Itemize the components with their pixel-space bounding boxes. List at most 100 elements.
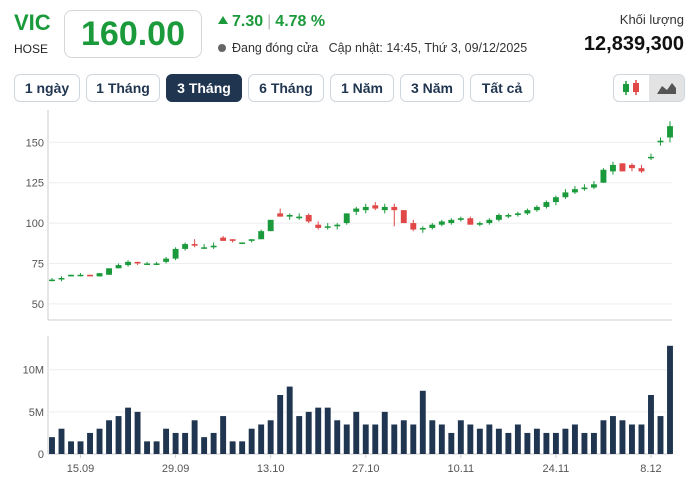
market-status: Đang đóng cửa Cập nhật: 14:45, Thứ 3, 09… [218, 41, 527, 55]
volume-bar [495, 428, 502, 454]
candle-body [514, 213, 521, 215]
status-dot-icon [218, 44, 226, 52]
volume-bar [600, 420, 607, 454]
volume-tick-label: 10M [23, 365, 44, 377]
volume-bar [324, 407, 331, 454]
x-axis-tick-label: 13.10 [257, 463, 285, 475]
price-tick-label: 50 [32, 299, 44, 311]
volume-value: 12,839,300 [583, 33, 684, 55]
candle-body [571, 189, 578, 193]
tab-1-day[interactable]: 1 ngày [14, 74, 80, 102]
candle-body [353, 208, 360, 212]
volume-bar [505, 432, 512, 454]
x-axis-tick-label: 27.10 [352, 463, 380, 475]
volume-bar [334, 420, 341, 454]
candle-body [391, 206, 398, 211]
volume-bar [277, 395, 284, 454]
volume-tick-label: 5M [29, 407, 44, 419]
tab-3-year[interactable]: 3 Năm [400, 74, 464, 102]
chart-type-toggle [613, 74, 685, 102]
volume-bar [267, 420, 274, 454]
x-axis-tick-label: 10.11 [447, 463, 474, 475]
candle-body [505, 215, 512, 217]
volume-bar [315, 407, 322, 454]
separator: | [267, 13, 272, 30]
volume-bar [258, 424, 265, 454]
change-percent: 4.78 % [275, 13, 326, 30]
candle-body [191, 244, 198, 246]
up-arrow-icon [218, 16, 228, 24]
volume-bar [191, 420, 198, 454]
area-chart-button[interactable] [649, 75, 684, 101]
volume-bar [533, 428, 540, 454]
volume-bar [457, 420, 464, 454]
candle-body [476, 223, 483, 225]
candle-body [467, 218, 474, 225]
tab-6-month[interactable]: 6 Tháng [248, 74, 324, 102]
x-axis-tick-label: 8.12 [640, 463, 661, 475]
candle-body [486, 219, 493, 224]
volume-bar [201, 437, 208, 454]
price-change: 7.30 | 4.78 % [218, 13, 325, 31]
candle-body [334, 224, 341, 227]
candlestick-button[interactable] [614, 75, 649, 101]
candle-body [610, 164, 616, 172]
volume-bar [419, 390, 426, 454]
x-axis-tick-label: 29.09 [162, 463, 190, 475]
tab-1-year[interactable]: 1 Năm [330, 74, 394, 102]
volume-bar [305, 411, 312, 454]
volume-bar [182, 432, 189, 454]
volume-bar [448, 432, 455, 454]
volume-bar [372, 424, 379, 454]
candle-body [115, 265, 122, 269]
candle-body [524, 210, 531, 214]
candle-body [258, 231, 265, 240]
candle-body [457, 218, 464, 220]
volume-bar [353, 411, 360, 454]
volume-bar [134, 411, 141, 454]
price-tick-label: 100 [26, 218, 44, 230]
candle-body [267, 219, 274, 232]
candle-body [58, 278, 65, 280]
candle-body [210, 245, 217, 248]
candle-body [49, 279, 55, 282]
volume-bar [590, 432, 597, 454]
volume-bar [210, 432, 217, 454]
x-axis-tick-label: 24.11 [543, 463, 570, 475]
candle-body [68, 274, 74, 277]
candle-body [648, 156, 654, 159]
volume-bar [410, 424, 417, 454]
price-tick-label: 75 [32, 258, 44, 270]
price-tick-label: 125 [26, 178, 44, 190]
tab-all[interactable]: Tất cả [470, 74, 534, 102]
candle-body [324, 226, 331, 228]
tab-1-month[interactable]: 1 Tháng [86, 74, 160, 102]
volume-bar [163, 428, 170, 454]
candle-body [106, 268, 112, 275]
volume-bar [125, 407, 132, 454]
candle-body [182, 244, 189, 249]
volume-bar [657, 416, 664, 454]
status-text: Đang đóng cửa [232, 41, 319, 55]
volume-bar [77, 441, 84, 454]
candle-body [125, 261, 132, 266]
candle-body [96, 273, 103, 277]
price-volume-chart: 150 125 100 75 50 10M 5M 0 15.09 29.09 13.10 27.10 1… [23, 110, 673, 475]
volume-bar [524, 432, 531, 454]
candle-body [600, 169, 607, 183]
candle-body [381, 206, 388, 211]
volume-bar [343, 424, 350, 454]
volume-bar [476, 428, 483, 454]
volume-bar [58, 428, 65, 454]
volume-bar [543, 432, 550, 454]
tab-3-month[interactable]: 3 Tháng [166, 74, 242, 102]
candle-body [220, 237, 227, 241]
candle-body [543, 202, 550, 207]
quote-header: VIC HOSE 160.00 7.30 | 4.78 % Đang đóng cử… [0, 0, 700, 70]
candle-body [296, 216, 303, 219]
candle-body [552, 197, 559, 203]
candle-body [629, 164, 635, 169]
volume-bar [648, 395, 654, 454]
candle-body [667, 126, 673, 138]
volume-bar [581, 432, 588, 454]
